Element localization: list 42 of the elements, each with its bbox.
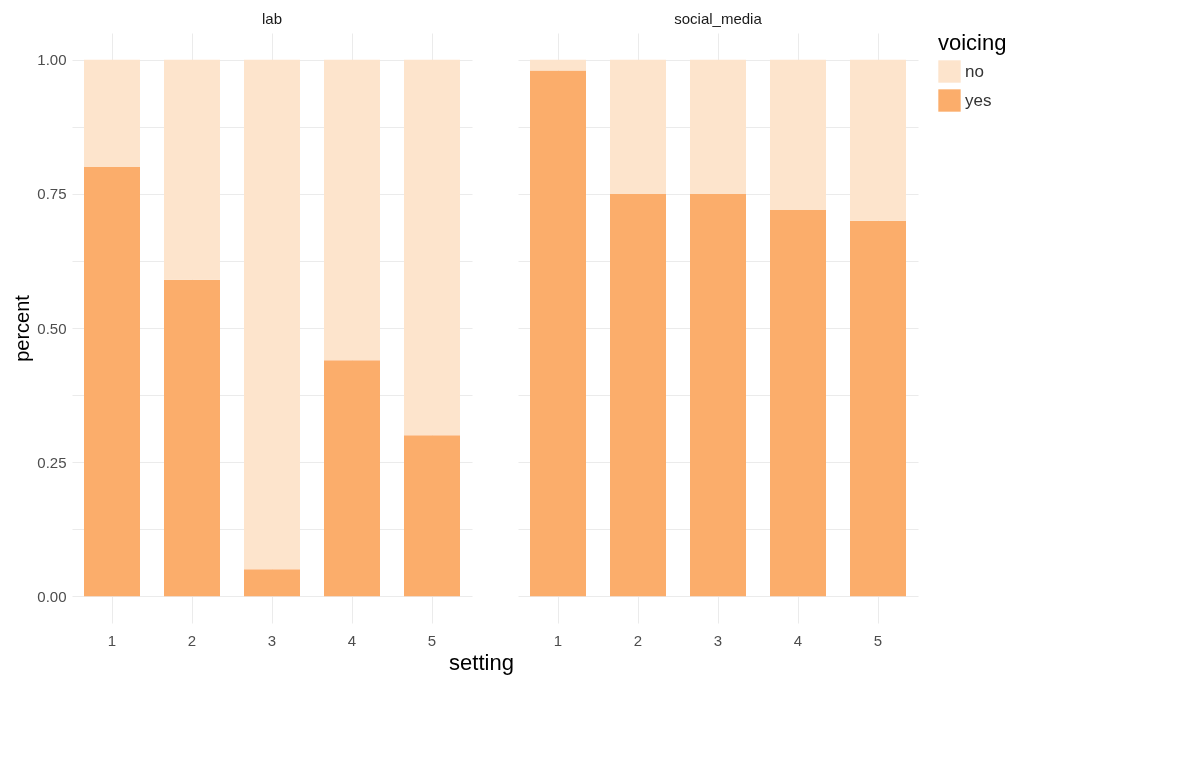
- x-tick-label: 5: [427, 631, 437, 649]
- x-tick-label: 1: [553, 631, 563, 649]
- x-tick-label: 3: [713, 631, 723, 649]
- bar: [84, 167, 140, 597]
- y-tick-label: 0.50: [37, 319, 67, 337]
- y-tick-label: 0.25: [37, 453, 67, 471]
- bar: [690, 193, 746, 597]
- x-tick-label: 1: [107, 631, 117, 649]
- bar: [770, 210, 826, 597]
- bar: [850, 59, 906, 221]
- bar: [404, 59, 460, 436]
- chart-title: social_media: [674, 10, 763, 27]
- legend-title: voicing: [938, 30, 1007, 55]
- y-tick-label: 0.00: [37, 587, 67, 605]
- bar: [244, 569, 300, 597]
- x-tick-label: 2: [187, 631, 197, 649]
- x-axis-title: setting: [449, 649, 514, 675]
- y-tick-label: 0.75: [37, 185, 67, 203]
- y-axis-title: percent: [11, 294, 34, 362]
- bar: [84, 59, 140, 168]
- x-tick-label: 3: [267, 631, 277, 649]
- bar: [530, 59, 586, 71]
- legend-label: yes: [965, 90, 992, 110]
- bar: [164, 279, 220, 597]
- bar: [610, 193, 666, 597]
- bar: [324, 59, 380, 361]
- bar: [404, 435, 460, 597]
- bar: [164, 59, 220, 280]
- x-tick-label: 2: [633, 631, 643, 649]
- bar: [610, 59, 666, 194]
- x-tick-label: 4: [347, 631, 357, 649]
- x-tick-label: 5: [873, 631, 883, 649]
- bar: [770, 59, 826, 210]
- bar: [244, 59, 300, 570]
- x-tick-label: 4: [793, 631, 803, 649]
- bar: [324, 360, 380, 597]
- bar: [690, 59, 746, 194]
- y-tick-label: 1.00: [37, 51, 67, 69]
- bar: [530, 70, 586, 597]
- chart-title: lab: [261, 10, 283, 27]
- legend-label: no: [965, 61, 984, 81]
- bar: [850, 220, 906, 597]
